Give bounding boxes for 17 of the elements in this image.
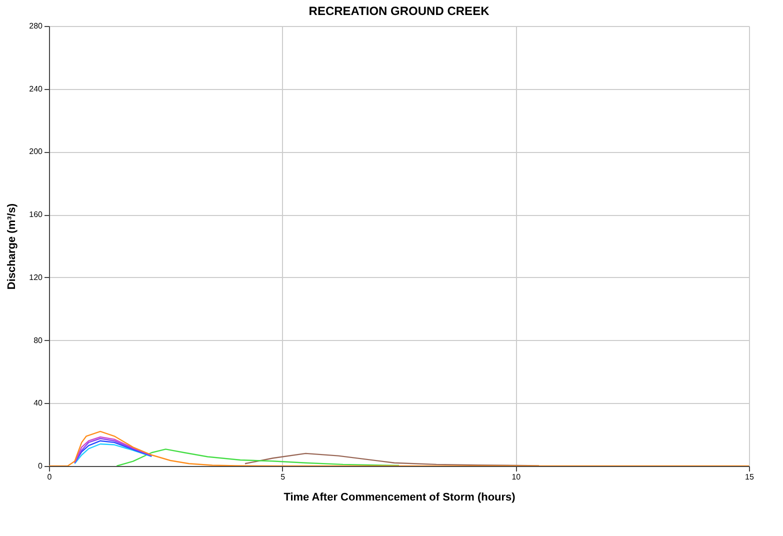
x-tick-label: 10 bbox=[512, 472, 522, 482]
y-tick-label: 120 bbox=[29, 272, 44, 282]
line-series bbox=[244, 452, 540, 466]
x-tick-label: 5 bbox=[280, 472, 286, 482]
x-tick-label: 0 bbox=[47, 472, 52, 482]
x-axis-title: Time After Commencement of Storm (hours) bbox=[284, 492, 516, 504]
y-tick-label: 0 bbox=[38, 462, 44, 470]
x-tick-label: 15 bbox=[745, 472, 754, 482]
chart-title: RECREATION GROUND CREEK bbox=[308, 4, 490, 18]
y-tick-label: 160 bbox=[29, 210, 44, 220]
line-series bbox=[116, 448, 400, 466]
y-tick-label: 200 bbox=[29, 147, 44, 156]
y-tick-label: 80 bbox=[34, 336, 44, 345]
y-tick-label: 240 bbox=[29, 84, 44, 94]
y-tick-label: 40 bbox=[34, 398, 44, 408]
y-axis-title: Discharge (m³/s) bbox=[6, 203, 18, 290]
y-tick-label: 280 bbox=[29, 22, 44, 30]
